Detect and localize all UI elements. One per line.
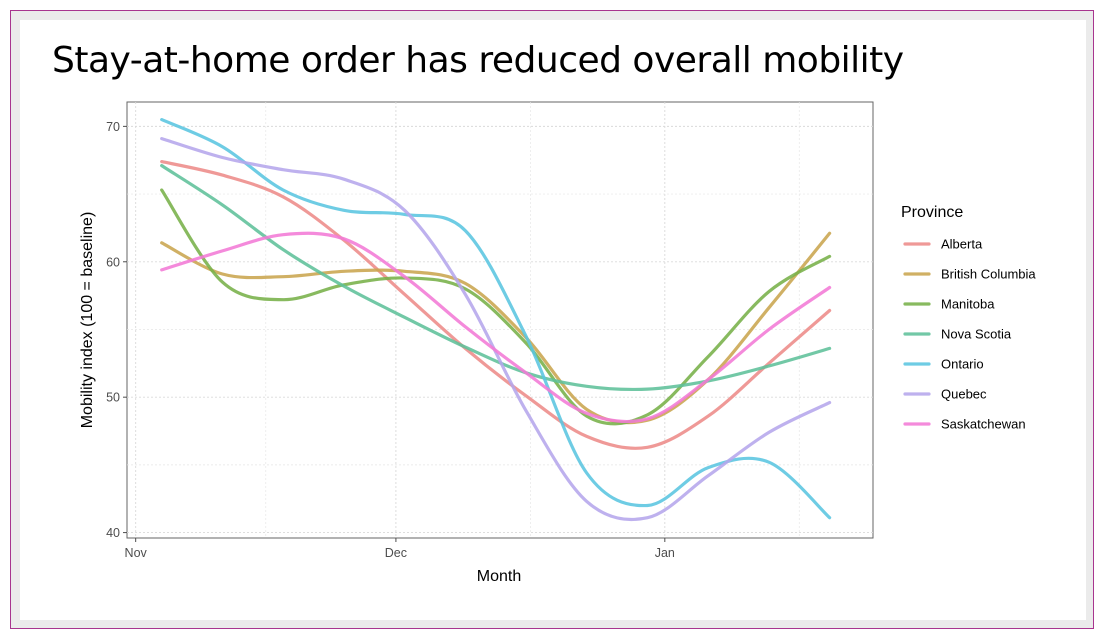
x-tick-label: Dec (385, 546, 407, 560)
slide-title: Stay-at-home order has reduced overall m… (52, 40, 904, 81)
y-tick-label: 60 (106, 255, 120, 269)
legend-label-saskatchewan: Saskatchewan (941, 417, 1026, 432)
legend-title: Province (901, 204, 963, 221)
series-line-quebec (160, 137, 832, 522)
x-tick-label: Nov (125, 546, 148, 560)
series-line-alberta (160, 160, 832, 450)
y-tick-label: 70 (106, 120, 120, 134)
series-line-british-columbia (160, 231, 832, 425)
axes: 40 50 60 70 Nov Dec Jan (106, 120, 675, 560)
y-axis-title: Mobility index (100 = baseline) (79, 212, 96, 429)
x-tick-label: Jan (655, 546, 675, 560)
grid-lines (127, 102, 873, 538)
x-axis-title: Month (477, 568, 521, 585)
legend-label-quebec: Quebec (941, 387, 987, 402)
series-line-saskatchewan (160, 231, 832, 424)
series-lines (160, 118, 832, 522)
y-tick-label: 40 (106, 526, 120, 540)
legend-label-manitoba: Manitoba (941, 297, 995, 312)
legend-label-nova-scotia: Nova Scotia (941, 327, 1012, 342)
series-line-manitoba (160, 188, 832, 426)
legend-label-british-columbia: British Columbia (941, 267, 1036, 282)
series-line-ontario (160, 118, 832, 520)
legend: Alberta British Columbia Manitoba Nova Scot… (903, 237, 1036, 432)
legend-label-ontario: Ontario (941, 357, 984, 372)
plot-panel (126, 101, 874, 539)
legend-label-alberta: Alberta (941, 237, 983, 252)
y-tick-label: 50 (106, 391, 120, 405)
